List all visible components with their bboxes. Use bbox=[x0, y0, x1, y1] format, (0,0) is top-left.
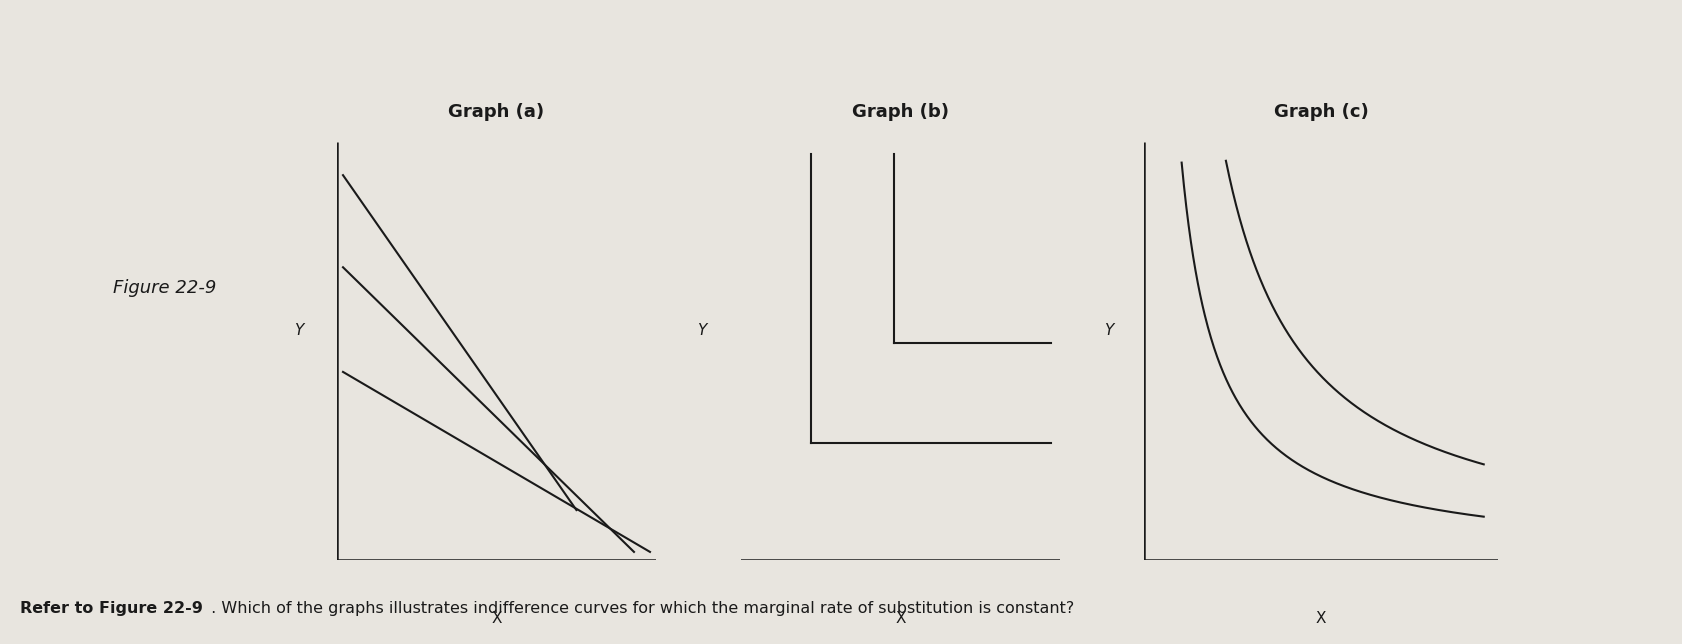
Text: Graph (b): Graph (b) bbox=[851, 103, 949, 121]
Text: Y: Y bbox=[1103, 323, 1113, 337]
Text: Figure 22-9: Figure 22-9 bbox=[113, 279, 217, 297]
Text: X: X bbox=[491, 611, 501, 625]
Text: Y: Y bbox=[293, 323, 303, 337]
Text: Graph (c): Graph (c) bbox=[1273, 103, 1367, 121]
Text: Refer to Figure 22-9: Refer to Figure 22-9 bbox=[20, 601, 204, 616]
Text: X: X bbox=[1315, 611, 1325, 625]
Text: Graph (a): Graph (a) bbox=[447, 103, 545, 121]
Text: X: X bbox=[895, 611, 905, 625]
Text: Y: Y bbox=[696, 323, 706, 337]
Text: . Which of the graphs illustrates indifference curves for which the marginal rat: . Which of the graphs illustrates indiff… bbox=[207, 601, 1075, 616]
